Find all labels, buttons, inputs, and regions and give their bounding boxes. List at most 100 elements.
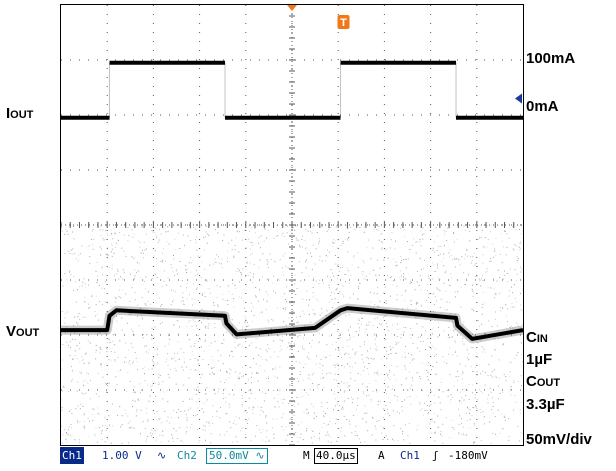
noise-dot [97,407,99,409]
noise-dot [199,226,201,228]
noise-dot [347,386,349,388]
noise-dot [510,386,512,388]
noise-dot [432,247,434,249]
noise-dot [159,417,161,419]
noise-dot [511,303,513,304]
noise-dot [462,337,464,339]
noise-dot [396,294,398,296]
noise-dot [239,378,241,380]
noise-dot [142,252,144,254]
noise-dot [389,349,391,351]
noise-dot [100,366,102,368]
noise-dot [506,328,508,330]
noise-dot [182,400,184,402]
noise-dot [297,321,299,323]
noise-dot [358,288,360,290]
noise-dot [237,230,238,232]
noise-dot [338,382,340,384]
noise-dot [87,373,89,375]
noise-dot [197,273,199,275]
noise-dot [193,388,195,390]
noise-dot [292,334,293,336]
noise-dot [401,356,403,358]
noise-dot [509,327,511,328]
noise-dot [331,307,333,308]
noise-dot [326,344,328,346]
noise-dot [231,293,233,295]
noise-dot [82,393,84,395]
noise-dot [354,354,356,356]
noise-dot [368,273,370,275]
noise-dot [370,399,372,401]
noise-dot [72,358,74,360]
noise-dot [331,292,333,293]
noise-dot [352,398,354,400]
noise-dot [96,313,98,315]
noise-dot [445,270,447,272]
noise-dot [166,420,168,422]
noise-dot [343,391,345,393]
noise-dot [398,412,400,414]
noise-dot [144,373,145,375]
noise-dot [515,401,517,403]
noise-dot [293,332,295,334]
noise-dot [139,246,141,248]
noise-dot [194,343,196,345]
noise-dot [410,280,412,282]
trigger-slope-icon: ʃ [432,449,439,462]
noise-dot [305,228,307,230]
noise-dot [273,290,274,292]
noise-dot [166,284,168,286]
noise-dot [105,424,107,426]
noise-dot [405,327,407,329]
noise-dot [322,377,324,379]
noise-dot [282,308,284,310]
noise-dot [257,337,259,339]
noise-dot [209,373,211,375]
noise-dot [475,405,477,407]
noise-dot [92,228,94,230]
noise-dot [158,373,160,375]
noise-dot [495,294,497,296]
noise-dot [365,421,367,423]
noise-dot [136,315,138,317]
noise-dot [367,324,369,326]
noise-dot [255,363,257,365]
noise-dot [447,227,449,229]
noise-dot [298,380,300,382]
noise-dot [466,357,468,359]
noise-dot [186,282,188,284]
noise-dot [289,418,291,420]
noise-dot [326,230,328,232]
noise-dot [151,429,153,431]
noise-dot [323,416,325,418]
noise-dot [123,271,125,273]
noise-dot [360,313,362,315]
noise-dot [200,255,202,257]
noise-dot [100,246,101,248]
noise-dot [171,358,173,360]
noise-dot [82,380,84,382]
noise-dot [294,283,296,285]
noise-dot [379,400,381,402]
noise-dot [178,308,180,310]
noise-dot [351,402,353,404]
noise-dot [349,297,351,299]
noise-dot [306,427,308,429]
noise-dot [161,321,163,323]
noise-dot [377,317,378,319]
noise-dot [396,366,398,367]
noise-dot [319,314,321,316]
noise-dot [357,372,359,374]
noise-dot [352,348,354,350]
noise-dot [234,347,236,349]
noise-dot [467,408,469,409]
noise-dot [105,301,107,303]
noise-dot [394,380,396,381]
noise-dot [333,379,335,381]
noise-dot [227,285,229,287]
noise-dot [454,258,455,260]
noise-dot [274,406,276,408]
noise-dot [326,424,328,426]
noise-dot [346,382,348,384]
